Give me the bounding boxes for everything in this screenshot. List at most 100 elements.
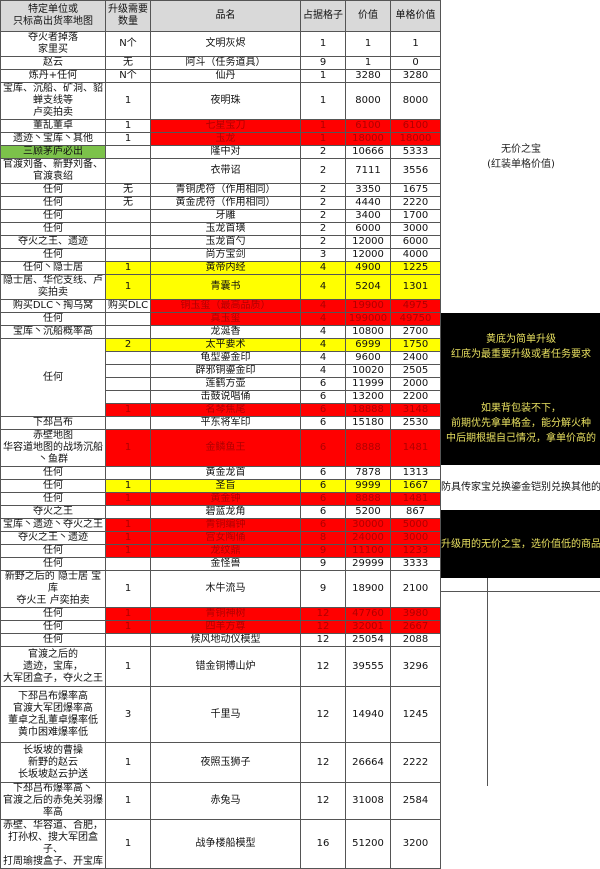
upgrade-cell bbox=[105, 416, 151, 430]
location-cell: 任何 bbox=[0, 620, 106, 634]
location-cell: 任何 bbox=[0, 183, 106, 197]
slots-cell: 1 bbox=[300, 82, 346, 120]
value-cell: 9600 bbox=[345, 351, 391, 365]
unit-value-cell: 8000 bbox=[390, 82, 441, 120]
unit-value-cell: 1245 bbox=[390, 686, 441, 743]
value-cell: 31008 bbox=[345, 782, 391, 820]
table-row: 赵云无阿斗（任务道具） 9 1 0 bbox=[0, 56, 441, 70]
upgrade-priceless-note: 升级用的无价之宝，选价值低的商品 bbox=[441, 510, 600, 578]
value-cell: 3400 bbox=[345, 209, 391, 223]
table-row: 赤壁地图 华容道地图的战场沉船丶鱼群 1 金鳞鱼王 6 8888 1481 bbox=[0, 429, 441, 467]
slots-cell: 6 bbox=[300, 429, 346, 467]
item-name-cell: 辟邪铜鎏金印 bbox=[150, 364, 301, 378]
upgrade-cell: 1 bbox=[105, 479, 151, 493]
slots-cell: 12 bbox=[300, 620, 346, 634]
value-cell: 4900 bbox=[345, 261, 391, 275]
item-name-cell: 黄金钟 bbox=[150, 492, 301, 506]
slots-cell: 16 bbox=[300, 819, 346, 869]
slots-cell: 12 bbox=[300, 782, 346, 820]
slots-cell: 9 bbox=[300, 56, 346, 70]
slots-cell: 6 bbox=[300, 479, 346, 493]
slots-cell: 6 bbox=[300, 403, 346, 417]
unit-value-cell: 2100 bbox=[390, 570, 441, 608]
unit-value-cell: 1 bbox=[390, 31, 441, 57]
value-cell: 11100 bbox=[345, 544, 391, 558]
value-cell: 13200 bbox=[345, 390, 391, 404]
value-cell: 24000 bbox=[345, 531, 391, 545]
slots-cell: 2 bbox=[300, 222, 346, 236]
location-cell: 董乱董卓 bbox=[0, 119, 106, 133]
location-cell: 宝库丶遗迹丶夺火之王 bbox=[0, 518, 106, 532]
item-name-cell: 四羊方尊 bbox=[150, 620, 301, 634]
upgrade-cell: 无 bbox=[105, 196, 151, 210]
unit-value-cell: 2505 bbox=[390, 364, 441, 378]
value-cell: 8888 bbox=[345, 429, 391, 467]
location-cell: 赤壁地图 华容道地图的战场沉船丶鱼群 bbox=[0, 429, 106, 467]
unit-value-cell: 1301 bbox=[390, 274, 441, 300]
value-cell: 10800 bbox=[345, 325, 391, 339]
item-name-cell: 金怪兽 bbox=[150, 557, 301, 571]
header-name: 品名 bbox=[150, 0, 301, 32]
backpack-note: 如果背包装不下， 前期优先拿单格金，能分解火种 中后期根据自己情况，拿单价高的 bbox=[446, 402, 596, 444]
slots-cell: 4 bbox=[300, 274, 346, 300]
table-row: 下邳吕布爆率高 官渡大军团爆率高 董卓之乱董卓爆率低 黄巾困难爆率低 3 千里马 12… bbox=[0, 686, 441, 743]
item-name-cell: 平东将军印 bbox=[150, 416, 301, 430]
table-row: 三顾茅庐必出 隆中对 2 10666 5333 bbox=[0, 145, 441, 159]
slots-cell: 4 bbox=[300, 338, 346, 352]
table-row: 任何丶隐士居 1 黄帝内经 4 4900 1225 bbox=[0, 261, 441, 275]
table-row: 任何 金怪兽 9 29999 3333 bbox=[0, 557, 441, 571]
table-row: 任何无青铜虎符（作用相同） 2 3350 1675 bbox=[0, 183, 441, 197]
item-name-cell: 夜明珠 bbox=[150, 82, 301, 120]
location-cell: 宝库丶沉船概率高 bbox=[0, 325, 106, 339]
table-row: 任何 1 圣旨 6 9999 1667 bbox=[0, 479, 441, 493]
location-cell: 夺火之王丶遗迹 bbox=[0, 531, 106, 545]
slots-cell: 1 bbox=[300, 119, 346, 133]
item-name-cell: 七星宝刀 bbox=[150, 119, 301, 133]
unit-value-cell: 2667 bbox=[390, 620, 441, 634]
slots-cell: 6 bbox=[300, 377, 346, 391]
unit-value-cell: 5000 bbox=[390, 518, 441, 532]
value-cell: 6000 bbox=[345, 222, 391, 236]
location-cell: 任何 bbox=[0, 633, 106, 647]
table-row: 任何 1 四羊方尊 12 32001 2667 bbox=[0, 620, 441, 634]
value-cell: 7111 bbox=[345, 158, 391, 184]
value-cell: 25054 bbox=[345, 633, 391, 647]
table-header-row: 特定单位或 只标高出货率地图 升级需要 数量 品名 占据格子 价值 单格价值 bbox=[0, 0, 441, 32]
upgrade-cell: 1 bbox=[105, 607, 151, 621]
location-cell: 任何丶隐士居 bbox=[0, 261, 106, 275]
location-cell: 隐士居、华佗支线、卢奕拍卖 bbox=[0, 274, 106, 300]
item-name-cell: 金鳞鱼王 bbox=[150, 429, 301, 467]
header-slots: 占据格子 bbox=[300, 0, 346, 32]
upgrade-cell: 购买DLC bbox=[105, 299, 151, 313]
item-name-cell: 夜照玉狮子 bbox=[150, 742, 301, 783]
value-cell: 11999 bbox=[345, 377, 391, 391]
unit-value-cell: 1481 bbox=[390, 492, 441, 506]
unit-value-cell: 2200 bbox=[390, 390, 441, 404]
value-cell: 47760 bbox=[345, 607, 391, 621]
slots-cell: 12 bbox=[300, 686, 346, 743]
location-cell: 任何 bbox=[0, 222, 106, 236]
item-name-cell: 千里马 bbox=[150, 686, 301, 743]
unit-value-cell: 3000 bbox=[390, 222, 441, 236]
unit-value-cell: 0 bbox=[390, 56, 441, 70]
value-cell: 12000 bbox=[345, 235, 391, 249]
value-cell: 7878 bbox=[345, 466, 391, 480]
table-row: 任何 1 龙纹鼎 9 11100 1233 bbox=[0, 544, 441, 558]
unit-value-cell: 4975 bbox=[390, 299, 441, 313]
slots-cell: 6 bbox=[300, 466, 346, 480]
unit-value-cell: 4000 bbox=[390, 248, 441, 262]
location-cell: 任何 bbox=[0, 338, 106, 417]
upgrade-cell bbox=[105, 248, 151, 262]
slots-cell: 8 bbox=[300, 531, 346, 545]
upgrade-cell bbox=[105, 377, 151, 391]
unit-value-cell: 1667 bbox=[390, 479, 441, 493]
slots-cell: 2 bbox=[300, 145, 346, 159]
unit-value-cell: 1233 bbox=[390, 544, 441, 558]
value-cell: 12000 bbox=[345, 248, 391, 262]
location-cell: 下邳吕布 bbox=[0, 416, 106, 430]
item-name-cell: 龙涎香 bbox=[150, 325, 301, 339]
upgrade-cell bbox=[105, 209, 151, 223]
table-row: 夺火之王丶遗迹 1 宫女陶俑 8 24000 3000 bbox=[0, 531, 441, 545]
table-row: 任何 尚方宝剑 3 12000 4000 bbox=[0, 248, 441, 262]
item-name-cell: 隆中对 bbox=[150, 145, 301, 159]
